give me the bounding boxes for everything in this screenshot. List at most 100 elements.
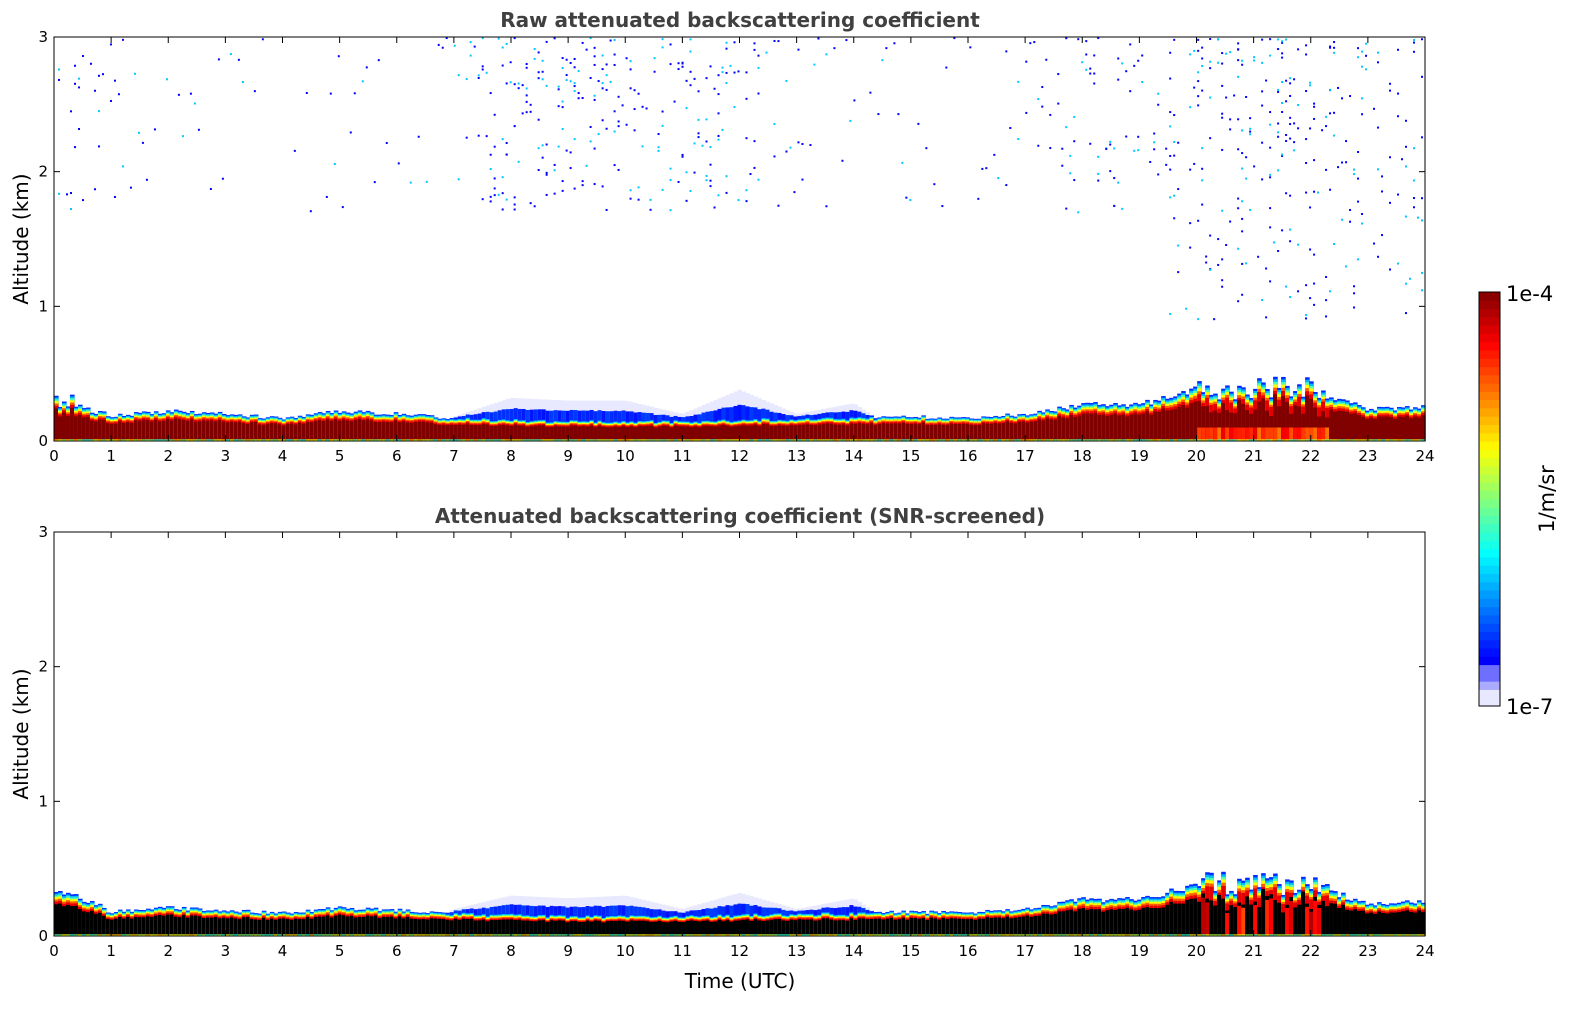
noise-pixel — [694, 142, 696, 144]
backscatter-core-cell — [194, 915, 199, 936]
noise-pixel — [1305, 314, 1307, 316]
noise-pixel — [1049, 114, 1051, 116]
noise-pixel — [1245, 262, 1247, 264]
noise-pixel — [881, 59, 883, 61]
haze-cell — [773, 413, 778, 422]
haze-cell — [526, 905, 531, 915]
noise-pixel — [1193, 163, 1195, 165]
haze-cell — [494, 907, 499, 915]
x-tick-label: 22 — [1301, 447, 1320, 465]
noise-pixel — [658, 146, 660, 148]
haze-cell — [522, 409, 527, 420]
y-tick-label: 0 — [38, 432, 48, 450]
backscatter-core-cell — [462, 425, 467, 441]
noise-pixel — [1281, 57, 1283, 59]
noise-pixel — [1177, 142, 1179, 144]
noise-pixel — [765, 52, 767, 54]
noise-pixel — [1185, 308, 1187, 310]
noise-pixel — [630, 189, 632, 191]
noise-pixel — [1017, 81, 1019, 83]
noise-pixel — [1009, 127, 1011, 129]
noise-pixel — [710, 65, 712, 67]
noise-pixel — [518, 82, 520, 84]
noise-pixel — [1173, 141, 1175, 143]
backscatter-core-cell — [594, 427, 599, 441]
haze-cell — [542, 409, 547, 420]
noise-pixel — [558, 88, 560, 90]
noise-pixel — [1289, 95, 1291, 97]
backscatter-core-cell — [122, 423, 127, 441]
backscatter-core-cell — [454, 425, 459, 441]
noise-pixel — [757, 55, 759, 57]
backscatter-core-cell — [845, 425, 850, 441]
backscatter-core-cell — [1037, 419, 1042, 441]
backscatter-core-cell — [610, 427, 615, 441]
backscatter-core-cell — [190, 419, 195, 441]
x-tick-label: 7 — [449, 447, 459, 465]
backscatter-core-cell — [406, 422, 411, 441]
backscatter-core-cell — [174, 917, 179, 936]
noise-pixel — [1289, 229, 1291, 231]
noise-pixel — [670, 209, 672, 211]
noise-pixel — [690, 71, 692, 73]
noise-pixel — [1353, 173, 1355, 175]
haze-cell — [853, 411, 858, 418]
noise-pixel — [710, 185, 712, 187]
noise-pixel — [718, 135, 720, 137]
noise-pixel — [1261, 142, 1263, 144]
backscatter-core-cell — [1017, 422, 1022, 441]
backscatter-cell — [1233, 428, 1238, 441]
noise-pixel — [1269, 176, 1271, 178]
backscatter-core-cell — [458, 425, 463, 441]
backscatter-core-cell — [662, 426, 667, 441]
noise-pixel — [1293, 122, 1295, 124]
backscatter-core-cell — [694, 426, 699, 441]
backscatter-core-cell — [945, 425, 950, 441]
backscatter-core-cell — [502, 425, 507, 441]
noise-pixel — [530, 202, 532, 204]
noise-pixel — [1225, 244, 1227, 246]
noise-pixel — [70, 208, 72, 210]
backscatter-core-cell — [614, 426, 619, 441]
noise-pixel — [1217, 39, 1219, 41]
noise-pixel — [306, 92, 308, 94]
noise-pixel — [1333, 112, 1335, 114]
backscatter-core-cell — [793, 425, 798, 441]
backscatter-core-cell — [1361, 417, 1366, 441]
noise-pixel — [1333, 135, 1335, 137]
noise-pixel — [614, 110, 616, 112]
noise-pixel — [706, 179, 708, 181]
noise-pixel — [1201, 47, 1203, 49]
noise-pixel — [730, 65, 732, 67]
noise-pixel — [1137, 60, 1139, 62]
noise-pixel — [602, 68, 604, 70]
noise-pixel — [94, 90, 96, 92]
noise-pixel — [562, 101, 564, 103]
noise-pixel — [1305, 162, 1307, 164]
noise-pixel — [1361, 51, 1363, 53]
backscatter-core-cell — [785, 426, 790, 441]
noise-pixel — [1325, 299, 1327, 301]
noise-pixel — [1413, 197, 1415, 199]
noise-pixel — [122, 39, 124, 41]
haze-cell — [634, 412, 639, 422]
backscatter-core-cell — [929, 425, 934, 441]
noise-pixel — [801, 179, 803, 181]
noise-pixel — [490, 154, 492, 156]
noise-pixel — [726, 175, 728, 177]
noise-pixel — [102, 73, 104, 75]
noise-pixel — [566, 150, 568, 152]
noise-pixel — [1137, 149, 1139, 151]
noise-pixel — [1329, 290, 1331, 292]
noise-pixel — [1281, 154, 1283, 156]
noise-pixel — [993, 154, 995, 156]
noise-pixel — [1269, 147, 1271, 149]
backscatter-core-cell — [829, 424, 834, 441]
noise-pixel — [869, 92, 871, 94]
noise-pixel — [482, 198, 484, 200]
haze-cell — [550, 411, 555, 423]
noise-pixel — [1209, 67, 1211, 69]
noise-pixel — [518, 87, 520, 89]
backscatter-core-cell — [334, 419, 339, 441]
noise-pixel — [793, 191, 795, 193]
